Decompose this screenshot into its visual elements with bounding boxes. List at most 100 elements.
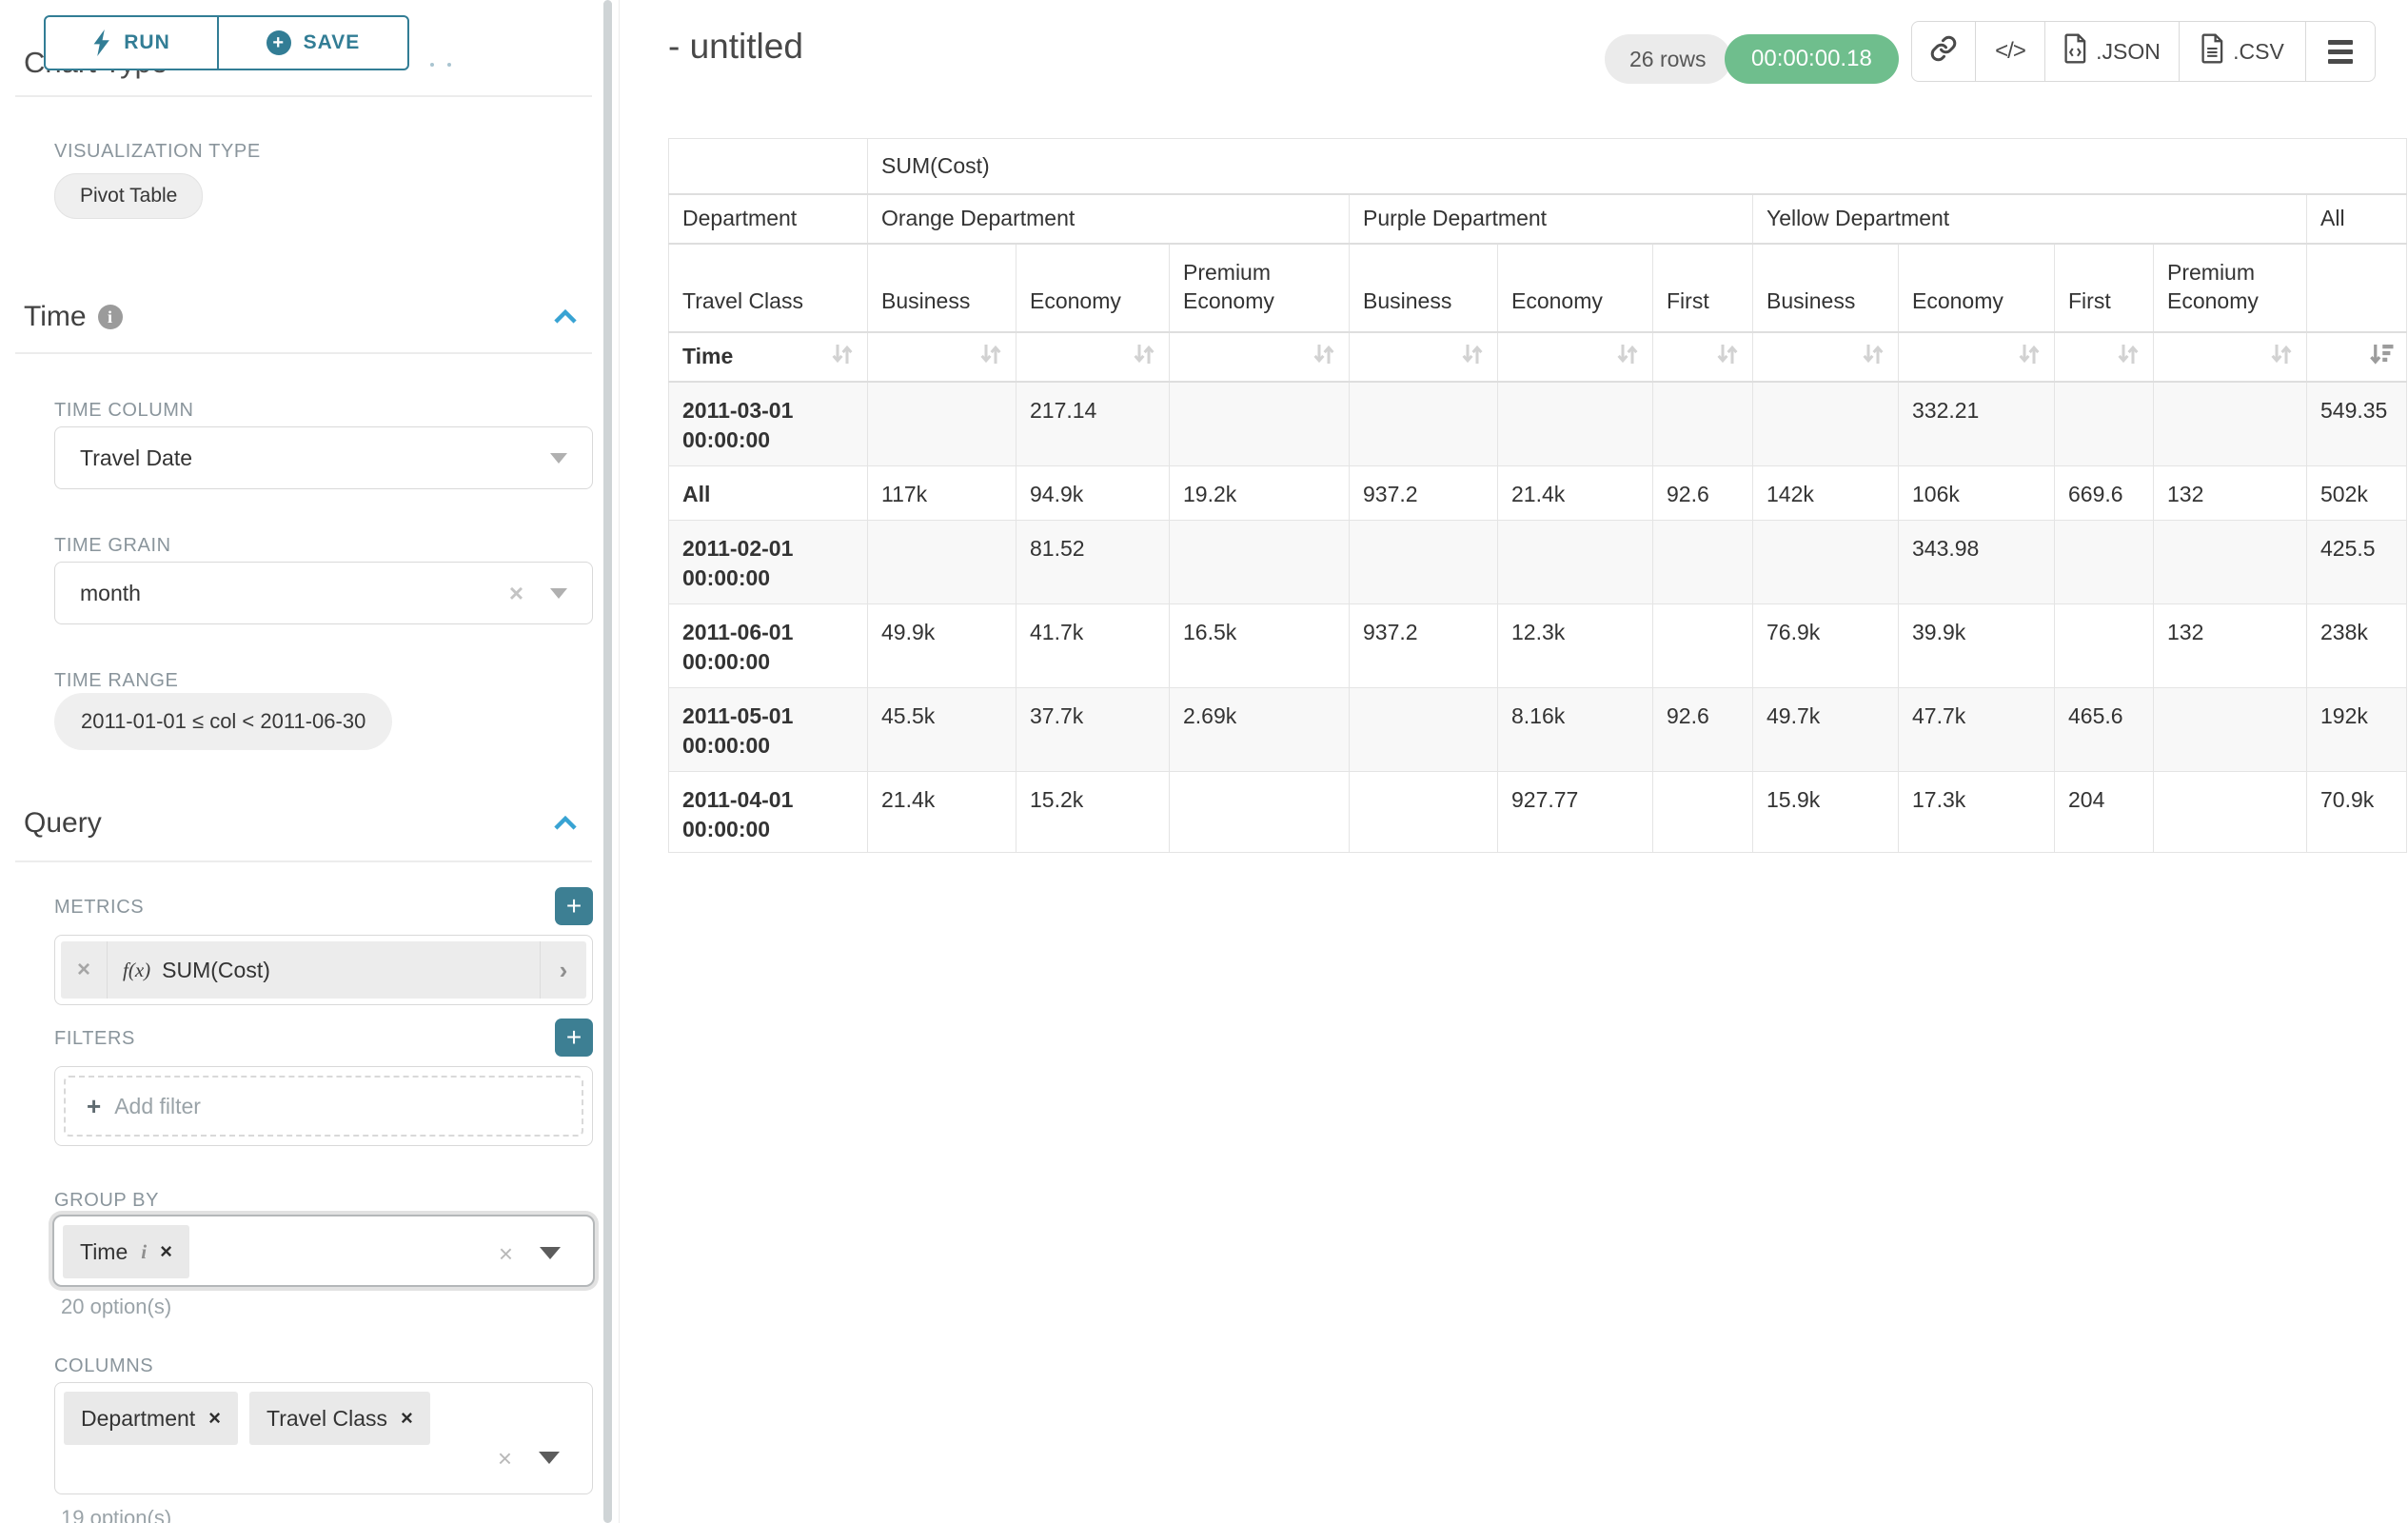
pivot-corner-cell xyxy=(669,139,868,194)
pivot-row-dimension-label: Travel Class xyxy=(669,244,868,332)
sort-icon[interactable] xyxy=(1712,340,1743,374)
metrics-label: METRICS xyxy=(54,897,144,919)
clear-icon[interactable]: × xyxy=(498,1446,512,1471)
pivot-value-cell xyxy=(2154,382,2307,466)
pivot-value-cell: 937.2 xyxy=(1350,604,1498,688)
caret-down-icon xyxy=(539,1452,560,1464)
panel-scrollbar[interactable] xyxy=(603,0,612,1523)
group-by-chip[interactable]: Timei× xyxy=(63,1225,189,1278)
pivot-row-header: 2011-06-01 00:00:00 xyxy=(669,604,868,688)
menu-icon xyxy=(2328,40,2353,64)
pivot-data-row: 2011-04-01 00:00:0021.4k15.2k927.7715.9k… xyxy=(669,772,2407,853)
pivot-value-cell xyxy=(1170,772,1350,853)
pivot-sort-cell xyxy=(868,332,1016,382)
pivot-sort-cell xyxy=(2307,332,2407,382)
pivot-data-row: 2011-06-01 00:00:0049.9k41.7k16.5k937.21… xyxy=(669,604,2407,688)
time-column-label: TIME COLUMN xyxy=(54,400,194,422)
add-metric-button[interactable]: + xyxy=(555,887,593,925)
sort-icon[interactable] xyxy=(2014,340,2044,374)
pivot-value-cell: 106k xyxy=(1899,466,2055,521)
divider xyxy=(15,95,592,97)
save-label: SAVE xyxy=(304,31,361,54)
time-section-title: Time xyxy=(24,301,87,333)
export-json-button[interactable]: .JSON xyxy=(2044,22,2179,81)
chevron-up-icon[interactable] xyxy=(553,309,578,325)
query-timer-badge: 00:00:00.18 xyxy=(1725,34,1899,84)
caret-down-icon xyxy=(550,588,567,599)
pivot-value-cell: 425.5 xyxy=(2307,521,2407,604)
pivot-value-cell: 204 xyxy=(2055,772,2154,853)
group-by-options-hint: 20 option(s) xyxy=(61,1295,171,1319)
sort-icon[interactable] xyxy=(1612,340,1643,374)
visualization-type-pill[interactable]: Pivot Table xyxy=(54,173,203,219)
time-range-pill[interactable]: 2011-01-01 ≤ col < 2011-06-30 xyxy=(54,693,392,750)
remove-chip-icon[interactable]: × xyxy=(208,1406,221,1431)
pivot-subcolumn-header: Premium Economy xyxy=(2154,244,2307,332)
sort-icon[interactable] xyxy=(1309,340,1339,374)
clear-icon[interactable]: × xyxy=(509,581,523,605)
view-query-button[interactable]: </> xyxy=(1975,22,2044,81)
metric-chip[interactable]: × f(x) SUM(Cost) › xyxy=(61,941,586,999)
divider xyxy=(15,860,592,862)
remove-chip-icon[interactable]: × xyxy=(401,1406,413,1431)
caret-down-icon xyxy=(540,1247,561,1259)
pivot-value-cell: 92.6 xyxy=(1653,466,1753,521)
columns-chip[interactable]: Travel Class× xyxy=(249,1392,430,1445)
pivot-value-cell: 70.9k xyxy=(2307,772,2407,853)
sort-icon[interactable] xyxy=(976,340,1006,374)
sort-icon[interactable] xyxy=(1858,340,1888,374)
pivot-value-cell: 132 xyxy=(2154,604,2307,688)
pivot-value-cell: 15.2k xyxy=(1016,772,1170,853)
save-button[interactable]: + SAVE xyxy=(217,15,409,70)
chevron-right-icon[interactable]: › xyxy=(540,941,586,999)
pivot-value-cell: 16.5k xyxy=(1170,604,1350,688)
query-actions: RUN + SAVE xyxy=(44,15,409,70)
pivot-value-cell xyxy=(1350,521,1498,604)
pivot-data-row: 2011-03-01 00:00:00217.14332.21549.35 xyxy=(669,382,2407,466)
pivot-row-header: 2011-03-01 00:00:00 xyxy=(669,382,868,466)
sort-icon[interactable] xyxy=(2266,340,2297,374)
columns-select[interactable]: Department×Travel Class× × xyxy=(54,1382,593,1494)
pivot-value-cell: 549.35 xyxy=(2307,382,2407,466)
remove-chip-icon[interactable]: × xyxy=(160,1239,172,1264)
pivot-table: SUM(Cost)DepartmentOrange DepartmentPurp… xyxy=(668,138,2407,853)
more-menu-button[interactable] xyxy=(2305,22,2375,81)
query-section-header: Query xyxy=(24,807,595,840)
pivot-value-cell: 94.9k xyxy=(1016,466,1170,521)
time-grain-select[interactable]: month × xyxy=(54,562,593,624)
export-csv-button[interactable]: .CSV xyxy=(2179,22,2305,81)
clear-icon[interactable]: × xyxy=(499,1241,513,1266)
chart-title[interactable]: - untitled xyxy=(668,27,803,67)
columns-chip[interactable]: Department× xyxy=(64,1392,238,1445)
pivot-value-cell: 21.4k xyxy=(1498,466,1653,521)
pivot-value-cell: 8.16k xyxy=(1498,688,1653,772)
copy-link-button[interactable] xyxy=(1912,22,1975,81)
pivot-value-cell xyxy=(1350,772,1498,853)
run-button[interactable]: RUN xyxy=(44,15,219,70)
pivot-value-cell xyxy=(1350,688,1498,772)
sort-icon[interactable] xyxy=(1129,340,1159,374)
superset-explore-view: Chart Type RUN + SAVE VISUALIZATION TYPE… xyxy=(0,0,2408,1523)
add-filter-button[interactable]: + Add filter xyxy=(64,1076,583,1137)
panel-separator xyxy=(619,0,620,1523)
add-filter-plus-button[interactable]: + xyxy=(555,1019,593,1057)
sort-icon[interactable] xyxy=(1457,340,1488,374)
sort-icon[interactable] xyxy=(827,340,858,374)
sort-descending-icon[interactable] xyxy=(2366,340,2397,374)
pivot-value-cell: 49.9k xyxy=(868,604,1016,688)
remove-metric-icon[interactable]: × xyxy=(61,941,108,999)
pivot-value-cell: 238k xyxy=(2307,604,2407,688)
pivot-subcolumn-header: Business xyxy=(1350,244,1498,332)
row-count-badge: 26 rows xyxy=(1605,34,1731,84)
pivot-value-cell: 669.6 xyxy=(2055,466,2154,521)
group-by-select[interactable]: Timei× × xyxy=(52,1215,595,1287)
pivot-data-row: 2011-05-01 00:00:0045.5k37.7k2.69k8.16k9… xyxy=(669,688,2407,772)
pivot-value-cell: 17.3k xyxy=(1899,772,2055,853)
sort-icon[interactable] xyxy=(2113,340,2143,374)
info-icon[interactable]: i xyxy=(98,305,123,329)
pivot-value-cell: 19.2k xyxy=(1170,466,1350,521)
chevron-up-icon[interactable] xyxy=(553,816,578,831)
time-column-select[interactable]: Travel Date xyxy=(54,426,593,489)
pivot-value-cell: 21.4k xyxy=(868,772,1016,853)
pivot-value-cell: 332.21 xyxy=(1899,382,2055,466)
